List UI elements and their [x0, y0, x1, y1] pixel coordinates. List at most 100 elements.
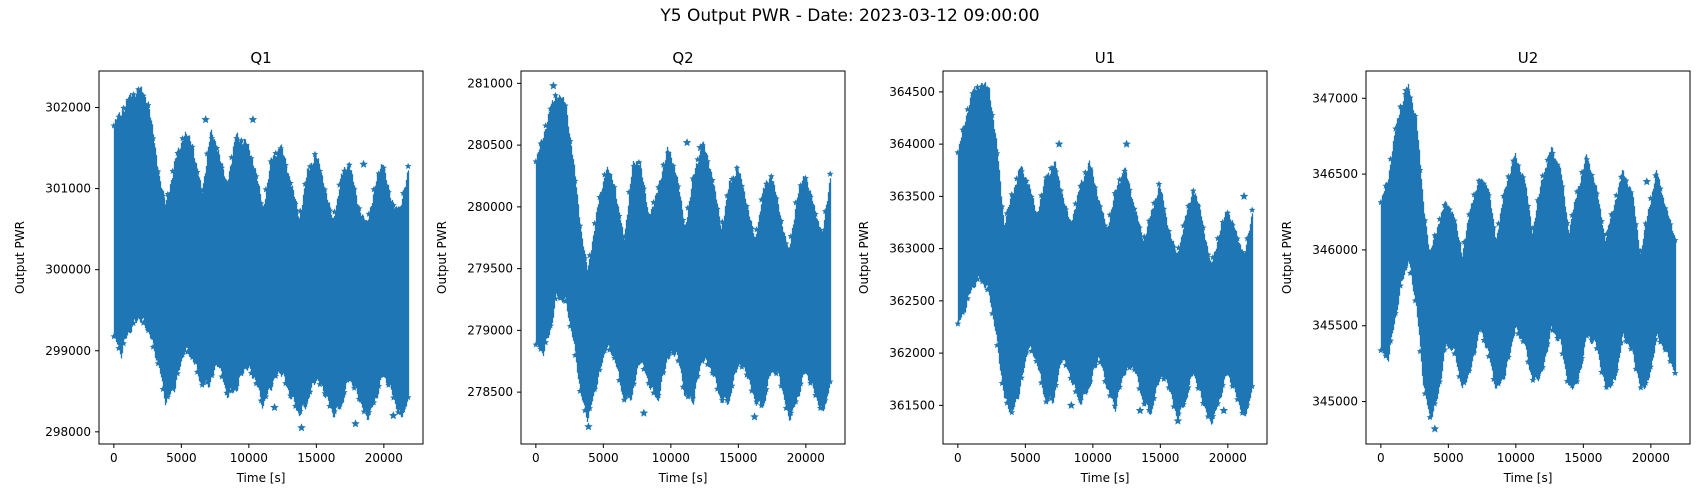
data-column: [762, 187, 765, 407]
data-column: [1404, 94, 1407, 271]
data-point: [355, 395, 363, 402]
data-column: [1108, 222, 1111, 394]
data-column: [824, 209, 827, 405]
data-point: [542, 339, 549, 346]
data-column: [638, 165, 641, 366]
data-band-u1: [954, 82, 1256, 425]
data-column: [1416, 130, 1419, 318]
data-point: [1101, 222, 1109, 229]
data-column: [1382, 193, 1385, 354]
data-column: [593, 231, 596, 393]
subplot-title: Q1: [250, 49, 271, 67]
data-column: [763, 188, 766, 404]
data-column: [405, 179, 408, 407]
data-column: [1089, 166, 1092, 387]
data-column: [1204, 239, 1207, 409]
data-point: [262, 186, 270, 193]
data-point: [1037, 192, 1045, 199]
data-column: [1443, 204, 1446, 353]
data-point: [1662, 346, 1669, 353]
data-point: [1500, 372, 1507, 379]
data-column: [165, 200, 168, 403]
data-column: [1530, 226, 1533, 376]
data-point: [1194, 203, 1202, 210]
data-column: [175, 157, 178, 381]
data-point: [728, 382, 736, 389]
data-column: [1652, 188, 1655, 358]
data-column: [1527, 204, 1530, 365]
data-column: [1437, 224, 1440, 394]
data-column: [764, 184, 767, 401]
data-column: [1198, 203, 1201, 388]
data-column: [684, 224, 687, 397]
data-column: [345, 170, 348, 384]
data-column: [275, 156, 278, 378]
data-column: [792, 224, 795, 408]
data-column: [267, 179, 270, 390]
data-column: [137, 88, 140, 318]
data-column: [322, 183, 325, 392]
data-column: [967, 111, 970, 296]
data-column: [1144, 236, 1147, 406]
data-column: [1470, 203, 1473, 368]
data-point: [311, 373, 319, 381]
data-point: [1028, 347, 1035, 355]
data-point: [1008, 191, 1016, 198]
data-column: [1012, 193, 1015, 410]
data-point: [1042, 398, 1050, 405]
data-point: [1490, 224, 1497, 231]
data-point: [1189, 187, 1197, 194]
data-column: [1549, 151, 1552, 331]
data-point: [1140, 233, 1148, 240]
data-point: [159, 192, 167, 199]
data-point: [223, 389, 230, 396]
data-column: [817, 221, 820, 406]
data-point: [1475, 177, 1483, 184]
data-point: [718, 218, 726, 225]
data-column: [1661, 194, 1664, 346]
data-column: [1249, 223, 1252, 399]
data-column: [1074, 208, 1077, 388]
data-column: [364, 221, 367, 412]
data-column: [1631, 192, 1634, 349]
data-column: [582, 246, 585, 403]
data-point: [1397, 103, 1404, 110]
data-column: [1189, 202, 1192, 379]
data-column: [590, 250, 593, 405]
data-point: [1441, 346, 1448, 353]
data-column: [1241, 252, 1244, 412]
x-tick-label: 5000: [1010, 451, 1041, 465]
data-column: [695, 163, 698, 383]
data-point: [125, 96, 132, 103]
data-column: [599, 192, 602, 368]
data-column: [640, 168, 643, 364]
data-column: [735, 169, 738, 373]
data-column: [567, 126, 570, 318]
data-column: [228, 171, 231, 393]
data-point: [1588, 171, 1596, 179]
data-column: [1451, 211, 1454, 351]
data-point: [1666, 221, 1674, 228]
data-column: [1414, 113, 1417, 300]
data-column: [781, 226, 784, 391]
data-column: [1401, 105, 1404, 281]
data-column: [1577, 186, 1580, 380]
data-column: [827, 192, 830, 394]
data-point: [964, 295, 971, 302]
data-column: [1588, 163, 1591, 337]
data-column: [1405, 92, 1408, 269]
data-column: [238, 141, 241, 378]
data-column: [1487, 188, 1490, 351]
data-column: [257, 183, 260, 388]
data-column: [1558, 165, 1561, 340]
data-point: [399, 189, 407, 197]
data-point: [679, 216, 687, 224]
data-column: [1644, 224, 1647, 388]
data-column: [786, 245, 789, 410]
data-column: [1389, 164, 1392, 345]
data-column: [1411, 102, 1414, 285]
y-tick-label: 347000: [1312, 91, 1358, 105]
data-column: [1031, 195, 1034, 353]
data-column: [239, 139, 242, 374]
data-column: [1449, 212, 1452, 350]
